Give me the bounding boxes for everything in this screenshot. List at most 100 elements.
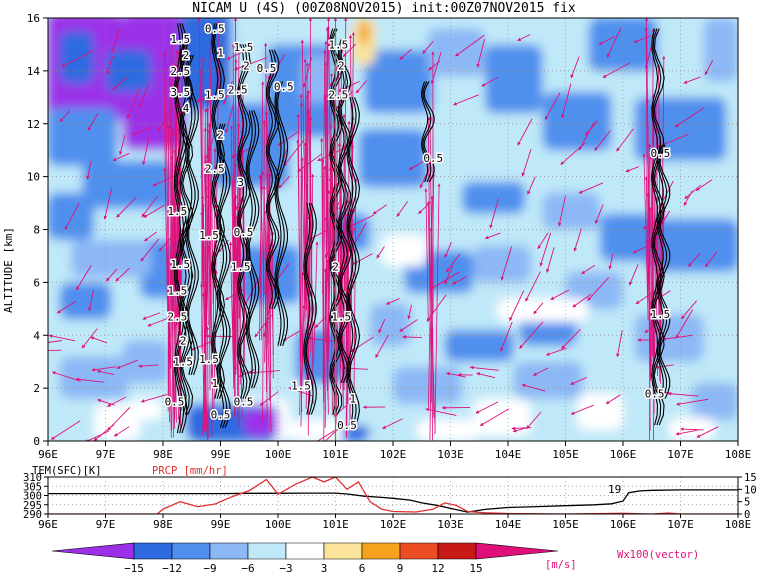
- contour-label: 3.5: [170, 86, 190, 99]
- colorbar-label: 9: [397, 562, 404, 575]
- sub-x-tick-label: 107E: [667, 518, 694, 531]
- sub-left-tick-label: 305: [23, 481, 42, 493]
- contour-label: 1.5: [170, 33, 190, 46]
- sub-x-tick-label: 100E: [265, 518, 292, 531]
- sub-x-tick-label: 99E: [211, 518, 231, 531]
- x-tick-label: 98E: [153, 448, 173, 461]
- contour-label: 1.5: [167, 284, 187, 297]
- colorbar-swatch: [323, 542, 363, 560]
- precipitation-series-label: PRCP [mm/hr]: [152, 465, 228, 477]
- y-tick-label: 14: [27, 65, 41, 78]
- wind-vectors: [48, 18, 719, 441]
- colorbar-label: 15: [469, 562, 482, 575]
- sub-left-tick-label: 295: [23, 500, 42, 512]
- colorbar: −15 −12 −9 −6 −3 3 6 9 12 15: [51, 542, 559, 575]
- contour-label: 0.5: [337, 419, 357, 432]
- x-tick-label: 108E: [725, 448, 752, 461]
- contour-label: 0.5: [645, 387, 665, 400]
- main-x-ticks: 96E 97E 98E 99E 100E 101E 102E 103E 104E 105E 106E…: [38, 441, 751, 461]
- contour-label: 2.5: [170, 65, 190, 78]
- sub-x-tick-label: 103E: [437, 518, 464, 531]
- sub-x-tick-label: 97E: [96, 518, 116, 531]
- colorbar-label: 3: [321, 562, 328, 575]
- x-tick-label: 100E: [265, 448, 292, 461]
- y-tick-label: 16: [27, 12, 40, 25]
- y-axis-label: ALTITUDE [km]: [2, 227, 15, 313]
- y-tick-label: 8: [33, 224, 40, 237]
- sub-x-tick-label: 106E: [610, 518, 637, 531]
- sub-x-tick-label: 108E: [725, 518, 752, 531]
- x-tick-label: 96E: [38, 448, 58, 461]
- contour-label: 1.5: [199, 353, 219, 366]
- contour-label: 0.5: [165, 395, 185, 408]
- contour-label: 2: [243, 60, 250, 73]
- sub-x-tick-label: 98E: [153, 518, 173, 531]
- contour-label: 2.5: [205, 163, 225, 176]
- sub-left-tick-label: 310: [23, 472, 42, 484]
- colorbar-swatch: [209, 542, 249, 560]
- chart-title: NICAM U (4S) (00Z08NOV2015) init:00Z07NO…: [192, 1, 576, 16]
- colorbar-label: −12: [162, 562, 182, 575]
- contour-label: 2.5: [228, 83, 248, 96]
- contour-label: 1: [217, 46, 224, 59]
- contour-label: 1.5: [199, 229, 219, 242]
- sub-panel: TEM(SFC)[K] PRCP [mm/hr] 19 310305300295…: [23, 465, 757, 531]
- colorbar-swatch: [437, 542, 477, 560]
- contour-label: 2: [217, 128, 224, 141]
- contour-label: 3: [237, 176, 244, 189]
- contour-label: 0.5: [257, 62, 277, 75]
- contour-label: 1.5: [167, 205, 187, 218]
- y-tick-label: 6: [33, 276, 40, 289]
- contour-label: 0.5: [650, 147, 670, 160]
- y-tick-label: 4: [33, 329, 40, 342]
- vector-legend-label: Wx100(vector): [617, 549, 699, 561]
- sub-right-tick-label: 0: [744, 509, 750, 521]
- contour-label: 2: [338, 60, 345, 73]
- y-tick-label: 2: [33, 382, 40, 395]
- sub-left-tick-label: 290: [23, 509, 42, 521]
- x-tick-label: 102E: [380, 448, 407, 461]
- contour-label: 0.5: [234, 226, 254, 239]
- sub-x-ticks: 96E 97E 98E 99E 100E 101E 102E 103E 104E 105E 106E…: [38, 514, 751, 531]
- colorbar-label: −6: [241, 562, 254, 575]
- x-tick-label: 99E: [211, 448, 231, 461]
- contour-lines: [173, 23, 671, 441]
- contour-label: 2: [183, 49, 190, 62]
- y-tick-label: 0: [33, 435, 40, 448]
- x-tick-label: 97E: [96, 448, 116, 461]
- y-tick-label: 10: [27, 171, 40, 184]
- contour-label: 1.5: [650, 308, 670, 321]
- temperature-line: [48, 489, 738, 513]
- colorbar-unit: [m/s]: [545, 559, 577, 571]
- x-tick-label: 101E: [322, 448, 349, 461]
- sub-x-tick-label: 104E: [495, 518, 522, 531]
- sub-gridlines: [48, 477, 738, 514]
- colorbar-swatch: [475, 542, 559, 560]
- contour-label: 1.5: [234, 41, 254, 54]
- x-tick-label: 106E: [610, 448, 637, 461]
- temperature-series-label: TEM(SFC)[K]: [32, 465, 102, 477]
- colorbar-label: −9: [203, 562, 216, 575]
- contour-label: 0.5: [274, 81, 294, 94]
- colorbar-label: −3: [279, 562, 292, 575]
- y-tick-label: 12: [27, 118, 40, 131]
- x-tick-label: 107E: [667, 448, 694, 461]
- contour-label: 1: [349, 393, 356, 406]
- contour-label: 1: [211, 377, 218, 390]
- contour-label: 1.5: [205, 89, 225, 102]
- sub-x-tick-label: 96E: [38, 518, 58, 531]
- colorbar-swatch: [247, 542, 287, 560]
- main-y-ticks: 0 2 4 6 8 10 12 14 16: [27, 12, 48, 448]
- contour-label: 0.5: [234, 395, 254, 408]
- colorbar-swatch: [361, 542, 401, 560]
- contour-label: 1.5: [291, 379, 311, 392]
- x-tick-label: 105E: [552, 448, 579, 461]
- colorbar-label: 6: [359, 562, 366, 575]
- sub-x-tick-label: 101E: [322, 518, 349, 531]
- contour-label: 0.5: [211, 409, 231, 422]
- sub-right-tick-label: 10: [744, 484, 757, 496]
- contour-label: 0.5: [423, 152, 443, 165]
- main-panel: 1.50.52 1 1.52.5 2 0.53.5 1.5 2.5 0.541.522.522…: [2, 12, 751, 461]
- contour-label: 1.5: [231, 261, 251, 274]
- contour-label: 2: [180, 335, 187, 348]
